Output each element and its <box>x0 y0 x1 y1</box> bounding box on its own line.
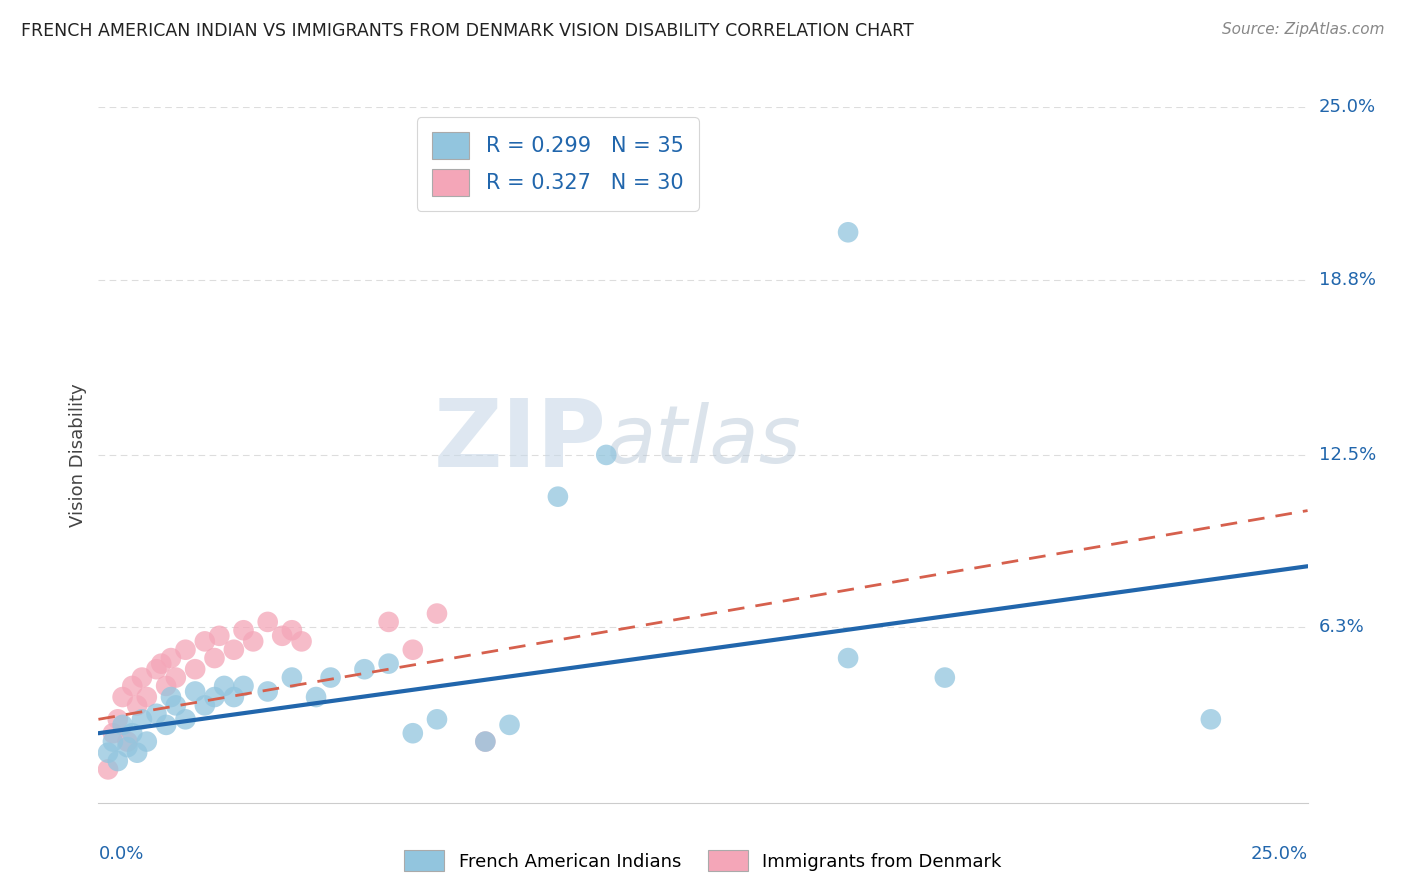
Point <box>208 629 231 643</box>
Point <box>194 698 217 713</box>
Point <box>1199 712 1222 726</box>
Point <box>319 671 342 685</box>
Point <box>111 690 134 704</box>
Text: 6.3%: 6.3% <box>1319 618 1364 637</box>
Point <box>165 698 187 713</box>
Point <box>121 726 143 740</box>
Point <box>145 706 167 721</box>
Point <box>101 726 124 740</box>
Point <box>426 607 449 621</box>
Point <box>150 657 173 671</box>
Point <box>256 615 278 629</box>
Point <box>174 642 197 657</box>
Point <box>121 679 143 693</box>
Point <box>107 712 129 726</box>
Point <box>232 679 254 693</box>
Legend: R = 0.299   N = 35, R = 0.327   N = 30: R = 0.299 N = 35, R = 0.327 N = 30 <box>418 118 699 211</box>
Point <box>290 634 312 648</box>
Point <box>305 690 328 704</box>
Text: 25.0%: 25.0% <box>1250 845 1308 863</box>
Text: Source: ZipAtlas.com: Source: ZipAtlas.com <box>1222 22 1385 37</box>
Point <box>426 712 449 726</box>
Point <box>498 718 520 732</box>
Point <box>155 679 177 693</box>
Point <box>165 671 187 685</box>
Point <box>837 651 859 665</box>
Point <box>281 624 304 638</box>
Point <box>155 718 177 732</box>
Text: ZIP: ZIP <box>433 395 606 487</box>
Point <box>135 690 157 704</box>
Point <box>222 642 245 657</box>
Point <box>402 726 425 740</box>
Text: 18.8%: 18.8% <box>1319 270 1375 289</box>
Point <box>204 690 226 704</box>
Text: 0.0%: 0.0% <box>98 845 143 863</box>
Point <box>402 642 425 657</box>
Text: 12.5%: 12.5% <box>1319 446 1376 464</box>
Point <box>353 662 375 676</box>
Point <box>127 746 149 760</box>
Point <box>242 634 264 648</box>
Point <box>256 684 278 698</box>
Point <box>131 712 153 726</box>
Point <box>97 746 120 760</box>
Point <box>474 734 496 748</box>
Point <box>377 657 399 671</box>
Point <box>135 734 157 748</box>
Point <box>377 615 399 629</box>
Point <box>194 634 217 648</box>
Point <box>595 448 617 462</box>
Point <box>145 662 167 676</box>
Y-axis label: Vision Disability: Vision Disability <box>69 383 87 527</box>
Point <box>204 651 226 665</box>
Text: FRENCH AMERICAN INDIAN VS IMMIGRANTS FROM DENMARK VISION DISABILITY CORRELATION : FRENCH AMERICAN INDIAN VS IMMIGRANTS FRO… <box>21 22 914 40</box>
Point <box>934 671 956 685</box>
Point <box>117 734 139 748</box>
Point <box>212 679 235 693</box>
Point <box>131 671 153 685</box>
Point <box>837 225 859 239</box>
Point <box>174 712 197 726</box>
Point <box>271 629 294 643</box>
Point <box>184 662 207 676</box>
Text: 25.0%: 25.0% <box>1319 98 1376 116</box>
Point <box>160 651 183 665</box>
Point <box>107 754 129 768</box>
Point <box>232 624 254 638</box>
Point <box>101 734 124 748</box>
Point <box>127 698 149 713</box>
Point <box>281 671 304 685</box>
Legend: French American Indians, Immigrants from Denmark: French American Indians, Immigrants from… <box>396 843 1010 879</box>
Point <box>547 490 569 504</box>
Point <box>184 684 207 698</box>
Point <box>474 734 496 748</box>
Point <box>117 740 139 755</box>
Point <box>160 690 183 704</box>
Text: atlas: atlas <box>606 402 801 480</box>
Point <box>111 718 134 732</box>
Point <box>97 763 120 777</box>
Point <box>222 690 245 704</box>
